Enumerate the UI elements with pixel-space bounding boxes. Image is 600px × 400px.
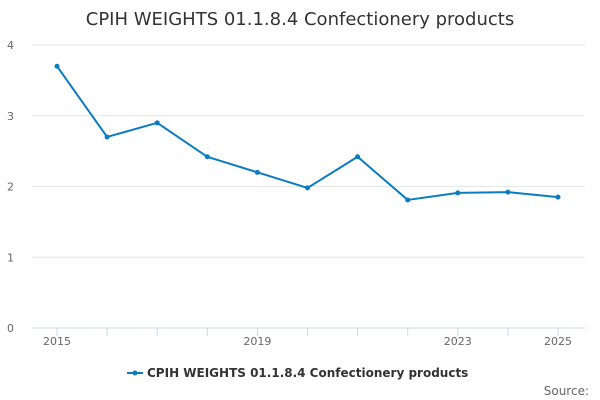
- x-tick-label: 2025: [544, 335, 572, 348]
- data-point: [54, 63, 60, 69]
- data-point: [355, 154, 361, 160]
- y-tick-label: 1: [7, 251, 14, 264]
- x-tick-label: 2023: [444, 335, 472, 348]
- y-tick-label: 0: [7, 322, 14, 335]
- y-tick-label: 2: [7, 181, 14, 194]
- data-point: [154, 120, 160, 126]
- y-tick-label: 4: [7, 39, 14, 52]
- legend[interactable]: CPIH WEIGHTS 01.1.8.4 Confectionery prod…: [127, 366, 468, 380]
- data-point: [305, 185, 310, 191]
- data-point: [204, 154, 210, 160]
- series-line: [56, 65, 559, 201]
- data-point: [405, 197, 411, 203]
- x-tick-label: 2019: [243, 335, 271, 348]
- data-point: [254, 169, 260, 175]
- chart-title: CPIH WEIGHTS 01.1.8.4 Confectionery prod…: [86, 9, 514, 30]
- data-point: [555, 194, 561, 200]
- y-tick-label: 3: [7, 110, 14, 123]
- source-label: Source:: [544, 384, 589, 398]
- legend-dot-marker: [132, 370, 138, 376]
- x-tick-label: 2015: [43, 335, 71, 348]
- data-point: [104, 134, 110, 140]
- data-point: [455, 190, 461, 196]
- data-point: [505, 189, 511, 195]
- legend-label: CPIH WEIGHTS 01.1.8.4 Confectionery prod…: [147, 366, 468, 380]
